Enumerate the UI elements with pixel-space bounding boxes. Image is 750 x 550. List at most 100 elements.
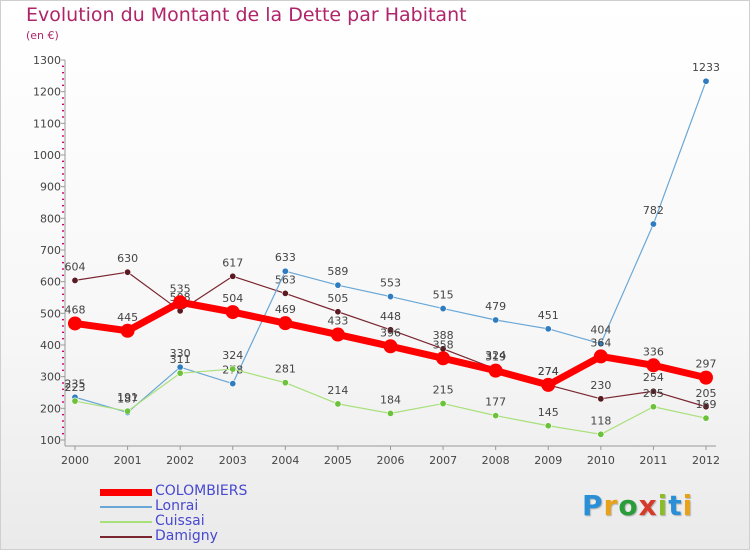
data-point-cuissai bbox=[124, 407, 132, 415]
data-label-cuissai: 324 bbox=[222, 349, 243, 362]
y-minor-tick bbox=[62, 135, 64, 137]
data-label-cuissai: 145 bbox=[538, 406, 559, 419]
x-tick-label: 2000 bbox=[61, 454, 89, 467]
y-minor-tick bbox=[62, 394, 64, 397]
data-label-colombiers: 274 bbox=[538, 365, 559, 378]
data-point-cuissai bbox=[281, 379, 289, 387]
data-label-colombiers: 504 bbox=[222, 292, 243, 305]
y-minor-tick bbox=[62, 287, 64, 289]
chart-title: Evolution du Montant de la Dette par Hab… bbox=[26, 4, 467, 26]
data-label-cuissai: 205 bbox=[643, 387, 664, 400]
data-point-cuissai bbox=[597, 430, 605, 438]
y-minor-tick bbox=[62, 420, 64, 422]
data-point-damigny bbox=[124, 268, 132, 276]
y-minor-tick bbox=[62, 401, 64, 403]
data-point-colombiers bbox=[278, 316, 293, 331]
y-tick-label: 1300 bbox=[33, 54, 61, 67]
y-minor-tick bbox=[62, 204, 64, 207]
data-point-lonrai bbox=[334, 281, 342, 289]
y-minor-tick bbox=[62, 166, 64, 169]
data-point-lonrai bbox=[492, 316, 500, 324]
y-tick-label: 100 bbox=[40, 434, 61, 447]
data-label-colombiers: 336 bbox=[643, 345, 664, 358]
data-point-damigny bbox=[71, 276, 79, 284]
data-label-lonrai: 515 bbox=[433, 289, 454, 302]
y-minor-tick bbox=[62, 192, 64, 194]
data-point-colombiers bbox=[330, 327, 345, 342]
data-label-colombiers: 358 bbox=[433, 338, 454, 351]
data-label-damigny: 324 bbox=[485, 349, 506, 362]
data-label-colombiers: 297 bbox=[696, 358, 717, 371]
data-label-colombiers: 396 bbox=[380, 326, 401, 339]
y-minor-tick bbox=[62, 141, 64, 144]
y-minor-tick bbox=[62, 382, 64, 384]
data-label-damigny: 617 bbox=[222, 256, 243, 269]
y-minor-tick bbox=[62, 160, 64, 163]
y-minor-tick bbox=[62, 211, 64, 213]
data-point-cuissai bbox=[439, 400, 447, 408]
data-point-lonrai bbox=[597, 340, 605, 348]
data-point-damigny bbox=[229, 272, 237, 280]
y-minor-tick bbox=[62, 84, 64, 87]
legend-swatch bbox=[100, 488, 152, 496]
data-label-lonrai: 553 bbox=[380, 277, 401, 290]
y-minor-tick bbox=[62, 318, 64, 321]
y-tick-label: 400 bbox=[40, 339, 61, 352]
legend-swatch bbox=[100, 506, 152, 508]
data-point-cuissai bbox=[334, 400, 342, 408]
data-label-damigny: 630 bbox=[117, 252, 138, 265]
data-label-lonrai: 782 bbox=[643, 204, 664, 217]
legend-swatch bbox=[100, 536, 152, 538]
data-label-cuissai: 223 bbox=[65, 381, 86, 394]
data-label-damigny: 604 bbox=[65, 260, 86, 273]
data-point-colombiers bbox=[488, 363, 503, 378]
data-label-lonrai: 479 bbox=[485, 300, 506, 313]
data-point-damigny bbox=[649, 387, 657, 395]
y-minor-tick bbox=[62, 356, 64, 359]
y-minor-tick bbox=[62, 78, 64, 80]
data-point-cuissai bbox=[649, 403, 657, 411]
data-point-colombiers bbox=[68, 316, 82, 331]
y-minor-tick bbox=[62, 236, 64, 239]
y-minor-tick bbox=[62, 350, 64, 353]
data-label-colombiers: 535 bbox=[170, 282, 191, 295]
y-tick-label: 800 bbox=[40, 212, 61, 225]
data-label-colombiers: 364 bbox=[590, 336, 611, 349]
legend-label: Damigny bbox=[155, 528, 218, 544]
data-point-lonrai bbox=[229, 380, 237, 388]
y-minor-tick bbox=[62, 268, 64, 270]
data-point-lonrai bbox=[439, 305, 447, 313]
x-tick-label: 2010 bbox=[587, 454, 615, 467]
y-minor-tick bbox=[62, 109, 64, 112]
data-label-cuissai: 118 bbox=[590, 414, 611, 427]
x-tick-label: 2012 bbox=[692, 454, 720, 467]
data-label-colombiers: 319 bbox=[485, 351, 506, 364]
data-point-lonrai bbox=[281, 267, 289, 275]
data-label-damigny: 388 bbox=[433, 329, 454, 342]
y-tick-label: 700 bbox=[40, 244, 61, 257]
data-label-cuissai: 169 bbox=[696, 398, 717, 411]
y-tick-label: 1200 bbox=[33, 86, 61, 99]
data-point-colombiers bbox=[646, 358, 661, 373]
y-minor-tick bbox=[62, 325, 64, 327]
data-point-colombiers bbox=[699, 370, 713, 385]
data-point-damigny bbox=[281, 289, 289, 297]
data-label-cuissai: 177 bbox=[485, 396, 506, 409]
data-point-colombiers bbox=[541, 377, 556, 392]
data-point-cuissai bbox=[492, 412, 500, 420]
y-minor-tick bbox=[62, 432, 64, 435]
data-label-colombiers: 433 bbox=[327, 315, 348, 328]
data-label-lonrai: 451 bbox=[538, 309, 559, 322]
y-minor-tick bbox=[62, 116, 64, 118]
y-minor-tick bbox=[62, 388, 64, 391]
legend-label: COLOMBIERS bbox=[155, 483, 248, 499]
y-minor-tick bbox=[62, 426, 64, 429]
data-point-lonrai bbox=[386, 293, 394, 301]
x-tick-label: 2004 bbox=[271, 454, 299, 467]
data-label-cuissai: 311 bbox=[170, 353, 191, 366]
y-minor-tick bbox=[62, 230, 64, 232]
data-label-lonrai: 589 bbox=[327, 265, 348, 278]
data-point-cuissai bbox=[386, 409, 394, 417]
data-label-cuissai: 215 bbox=[433, 384, 454, 397]
